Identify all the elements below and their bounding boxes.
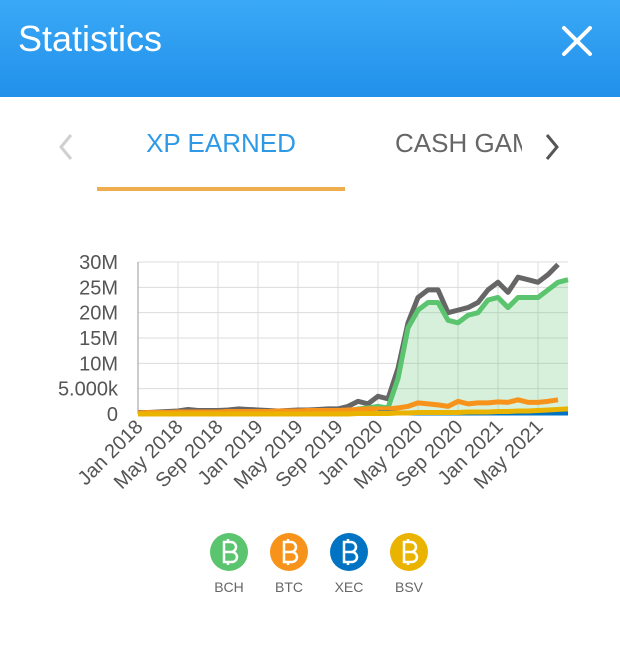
legend-item: BCH — [210, 533, 248, 595]
y-tick-label: 10M — [79, 353, 118, 375]
tab[interactable]: CASH GAME — [395, 128, 522, 158]
tab-prev[interactable] — [56, 132, 76, 162]
area — [138, 279, 568, 414]
legend-glyph — [282, 539, 299, 565]
y-tick-label: 20M — [79, 303, 118, 325]
y-tick-label: 5.000k — [58, 379, 119, 401]
header: Statistics — [0, 0, 620, 97]
legend-item: BTC — [270, 533, 308, 595]
close-button[interactable] — [560, 24, 594, 58]
y-tick-label: 0 — [107, 404, 118, 426]
header-title: Statistics — [18, 18, 163, 59]
line — [138, 406, 569, 417]
legend-label: BCH — [214, 579, 244, 595]
legend-label: BSV — [395, 579, 424, 595]
tab-indicator — [97, 187, 345, 191]
legend-item: XEC — [330, 533, 368, 595]
y-tick-label: 30M — [79, 252, 118, 274]
legend-item: BSV — [390, 533, 428, 595]
legend-glyph — [342, 539, 359, 565]
legend-glyph — [222, 539, 239, 565]
tab-next[interactable] — [542, 132, 562, 162]
legend-label: XEC — [335, 579, 364, 595]
legend-label: BTC — [275, 579, 303, 595]
y-tick-label: 15M — [79, 328, 118, 350]
y-tick-label: 25M — [79, 277, 118, 299]
tab-active[interactable]: XP EARNED — [146, 128, 296, 158]
legend-glyph — [402, 539, 419, 565]
